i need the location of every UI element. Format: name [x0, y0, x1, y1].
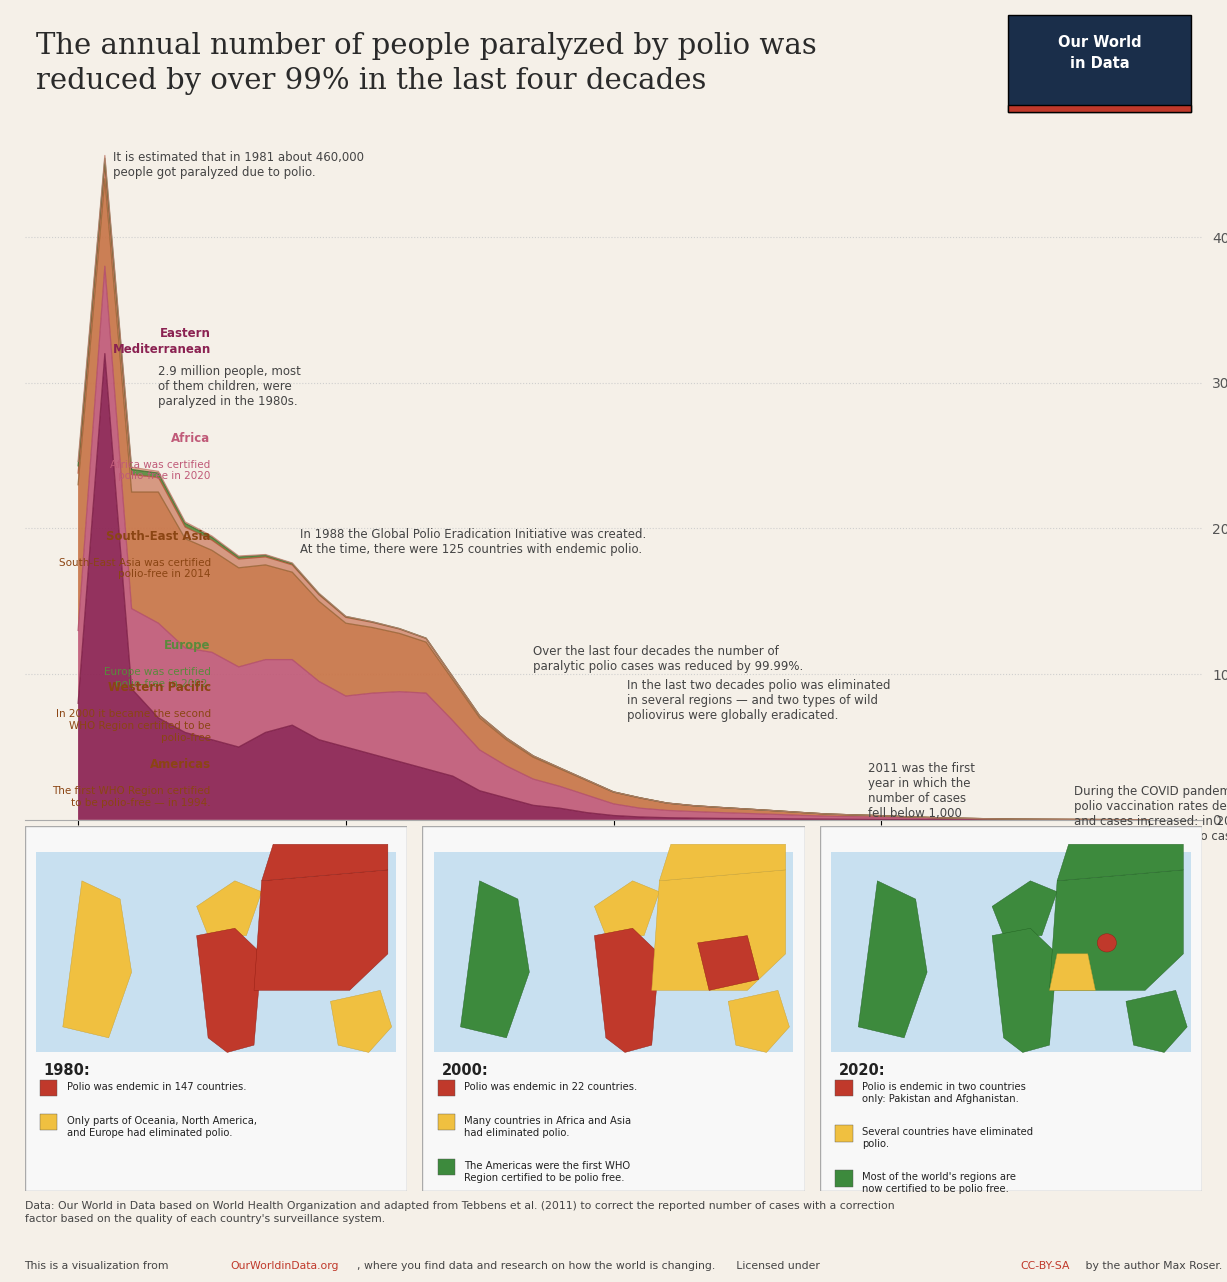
Bar [836, 1170, 853, 1187]
Text: Several countries have eliminated
polio.: Several countries have eliminated polio. [863, 1127, 1033, 1149]
Bar [836, 1126, 853, 1141]
Text: Europe was certified
polio-free in 2002.: Europe was certified polio-free in 2002. [104, 668, 211, 688]
Bar [438, 1159, 455, 1176]
Text: It is estimated that in 1981 about 460,000
people got paralyzed due to polio.: It is estimated that in 1981 about 460,0… [113, 151, 364, 179]
Bar [434, 851, 793, 1053]
Text: Polio was endemic in 147 countries.: Polio was endemic in 147 countries. [66, 1082, 247, 1092]
Text: Africa was certified
polio-free in 2020: Africa was certified polio-free in 2020 [110, 460, 211, 481]
Polygon shape [594, 881, 659, 936]
Text: This is a visualization from: This is a visualization from [25, 1260, 173, 1270]
FancyBboxPatch shape [1009, 15, 1190, 113]
Text: 2011 was the first
year in which the
number of cases
fell below 1,000: 2011 was the first year in which the num… [867, 762, 974, 819]
Bar [39, 1114, 56, 1131]
Text: , where you find data and research on how the world is changing.      Licensed u: , where you find data and research on ho… [357, 1260, 823, 1270]
Text: The annual number of people paralyzed by polio was
reduced by over 99% in the la: The annual number of people paralyzed by… [37, 32, 817, 95]
Bar [836, 1079, 853, 1096]
Text: The Americas were the first WHO
Region certified to be polio free.: The Americas were the first WHO Region c… [464, 1161, 631, 1183]
Bar [438, 1079, 455, 1096]
Polygon shape [330, 991, 391, 1053]
Text: 1980:: 1980: [44, 1063, 91, 1078]
Polygon shape [460, 881, 529, 1038]
Polygon shape [594, 928, 659, 1053]
Bar [832, 851, 1191, 1053]
Text: Europe: Europe [164, 640, 211, 653]
Text: Our World
in Data: Our World in Data [1058, 36, 1141, 72]
Text: OurWorldinData.org: OurWorldinData.org [231, 1260, 339, 1270]
Text: 2000:: 2000: [442, 1063, 488, 1078]
Bar [39, 1079, 56, 1096]
Polygon shape [254, 870, 388, 991]
Polygon shape [1049, 870, 1183, 991]
Text: Data: Our World in Data based on World Health Organization and adapted from Tebb: Data: Our World in Data based on World H… [25, 1201, 894, 1224]
Polygon shape [1058, 845, 1183, 881]
Bar [438, 1114, 455, 1131]
Text: South-East Asia was certified
polio-free in 2014: South-East Asia was certified polio-free… [59, 558, 211, 579]
Polygon shape [698, 936, 758, 991]
Text: Polio is endemic in two countries
only: Pakistan and Afghanistan.: Polio is endemic in two countries only: … [863, 1082, 1026, 1104]
Text: Americas: Americas [150, 759, 211, 772]
Polygon shape [63, 881, 131, 1038]
Polygon shape [659, 845, 785, 881]
Text: During the COVID pandemic,
polio vaccination rates declined
and cases increased:: During the COVID pandemic, polio vaccina… [1074, 785, 1227, 858]
Polygon shape [993, 881, 1058, 936]
Polygon shape [652, 870, 785, 991]
Polygon shape [993, 928, 1058, 1053]
Bar [36, 851, 395, 1053]
Polygon shape [196, 928, 261, 1053]
Text: Many countries in Africa and Asia
had eliminated polio.: Many countries in Africa and Asia had el… [464, 1115, 632, 1137]
Text: South-East Asia: South-East Asia [107, 529, 211, 542]
Polygon shape [261, 845, 388, 881]
Polygon shape [729, 991, 789, 1053]
Text: CC-BY-SA: CC-BY-SA [1020, 1260, 1070, 1270]
Polygon shape [1049, 954, 1096, 991]
Text: In 2000 it became the second
WHO Region certified to be
polio-free: In 2000 it became the second WHO Region … [55, 709, 211, 742]
FancyBboxPatch shape [1009, 105, 1190, 113]
Polygon shape [858, 881, 928, 1038]
Polygon shape [1126, 991, 1188, 1053]
Text: Western Pacific: Western Pacific [108, 682, 211, 695]
Text: 2020:: 2020: [839, 1063, 886, 1078]
Text: 2.9 million people, most
of them children, were
paralyzed in the 1980s.: 2.9 million people, most of them childre… [158, 365, 302, 408]
Text: Most of the world's regions are
now certified to be polio free.: Most of the world's regions are now cert… [863, 1172, 1016, 1195]
Text: In 1988 the Global Polio Eradication Initiative was created.
At the time, there : In 1988 the Global Polio Eradication Ini… [301, 528, 647, 556]
Text: Africa: Africa [172, 432, 211, 445]
Text: Eastern
Mediterranean: Eastern Mediterranean [113, 327, 211, 356]
Polygon shape [196, 881, 261, 936]
Text: The first WHO Region certified
to be polio-free — in 1994.: The first WHO Region certified to be pol… [53, 786, 211, 808]
Text: Only parts of Oceania, North America,
and Europe had eliminated polio.: Only parts of Oceania, North America, an… [66, 1115, 256, 1137]
Text: by the author Max Roser.: by the author Max Roser. [1082, 1260, 1222, 1270]
Circle shape [1097, 933, 1117, 953]
Text: Polio was endemic in 22 countries.: Polio was endemic in 22 countries. [464, 1082, 638, 1092]
Text: In the last two decades polio was eliminated
in several regions — and two types : In the last two decades polio was elimin… [627, 678, 891, 722]
Text: Over the last four decades the number of
paralytic polio cases was reduced by 99: Over the last four decades the number of… [534, 645, 804, 673]
